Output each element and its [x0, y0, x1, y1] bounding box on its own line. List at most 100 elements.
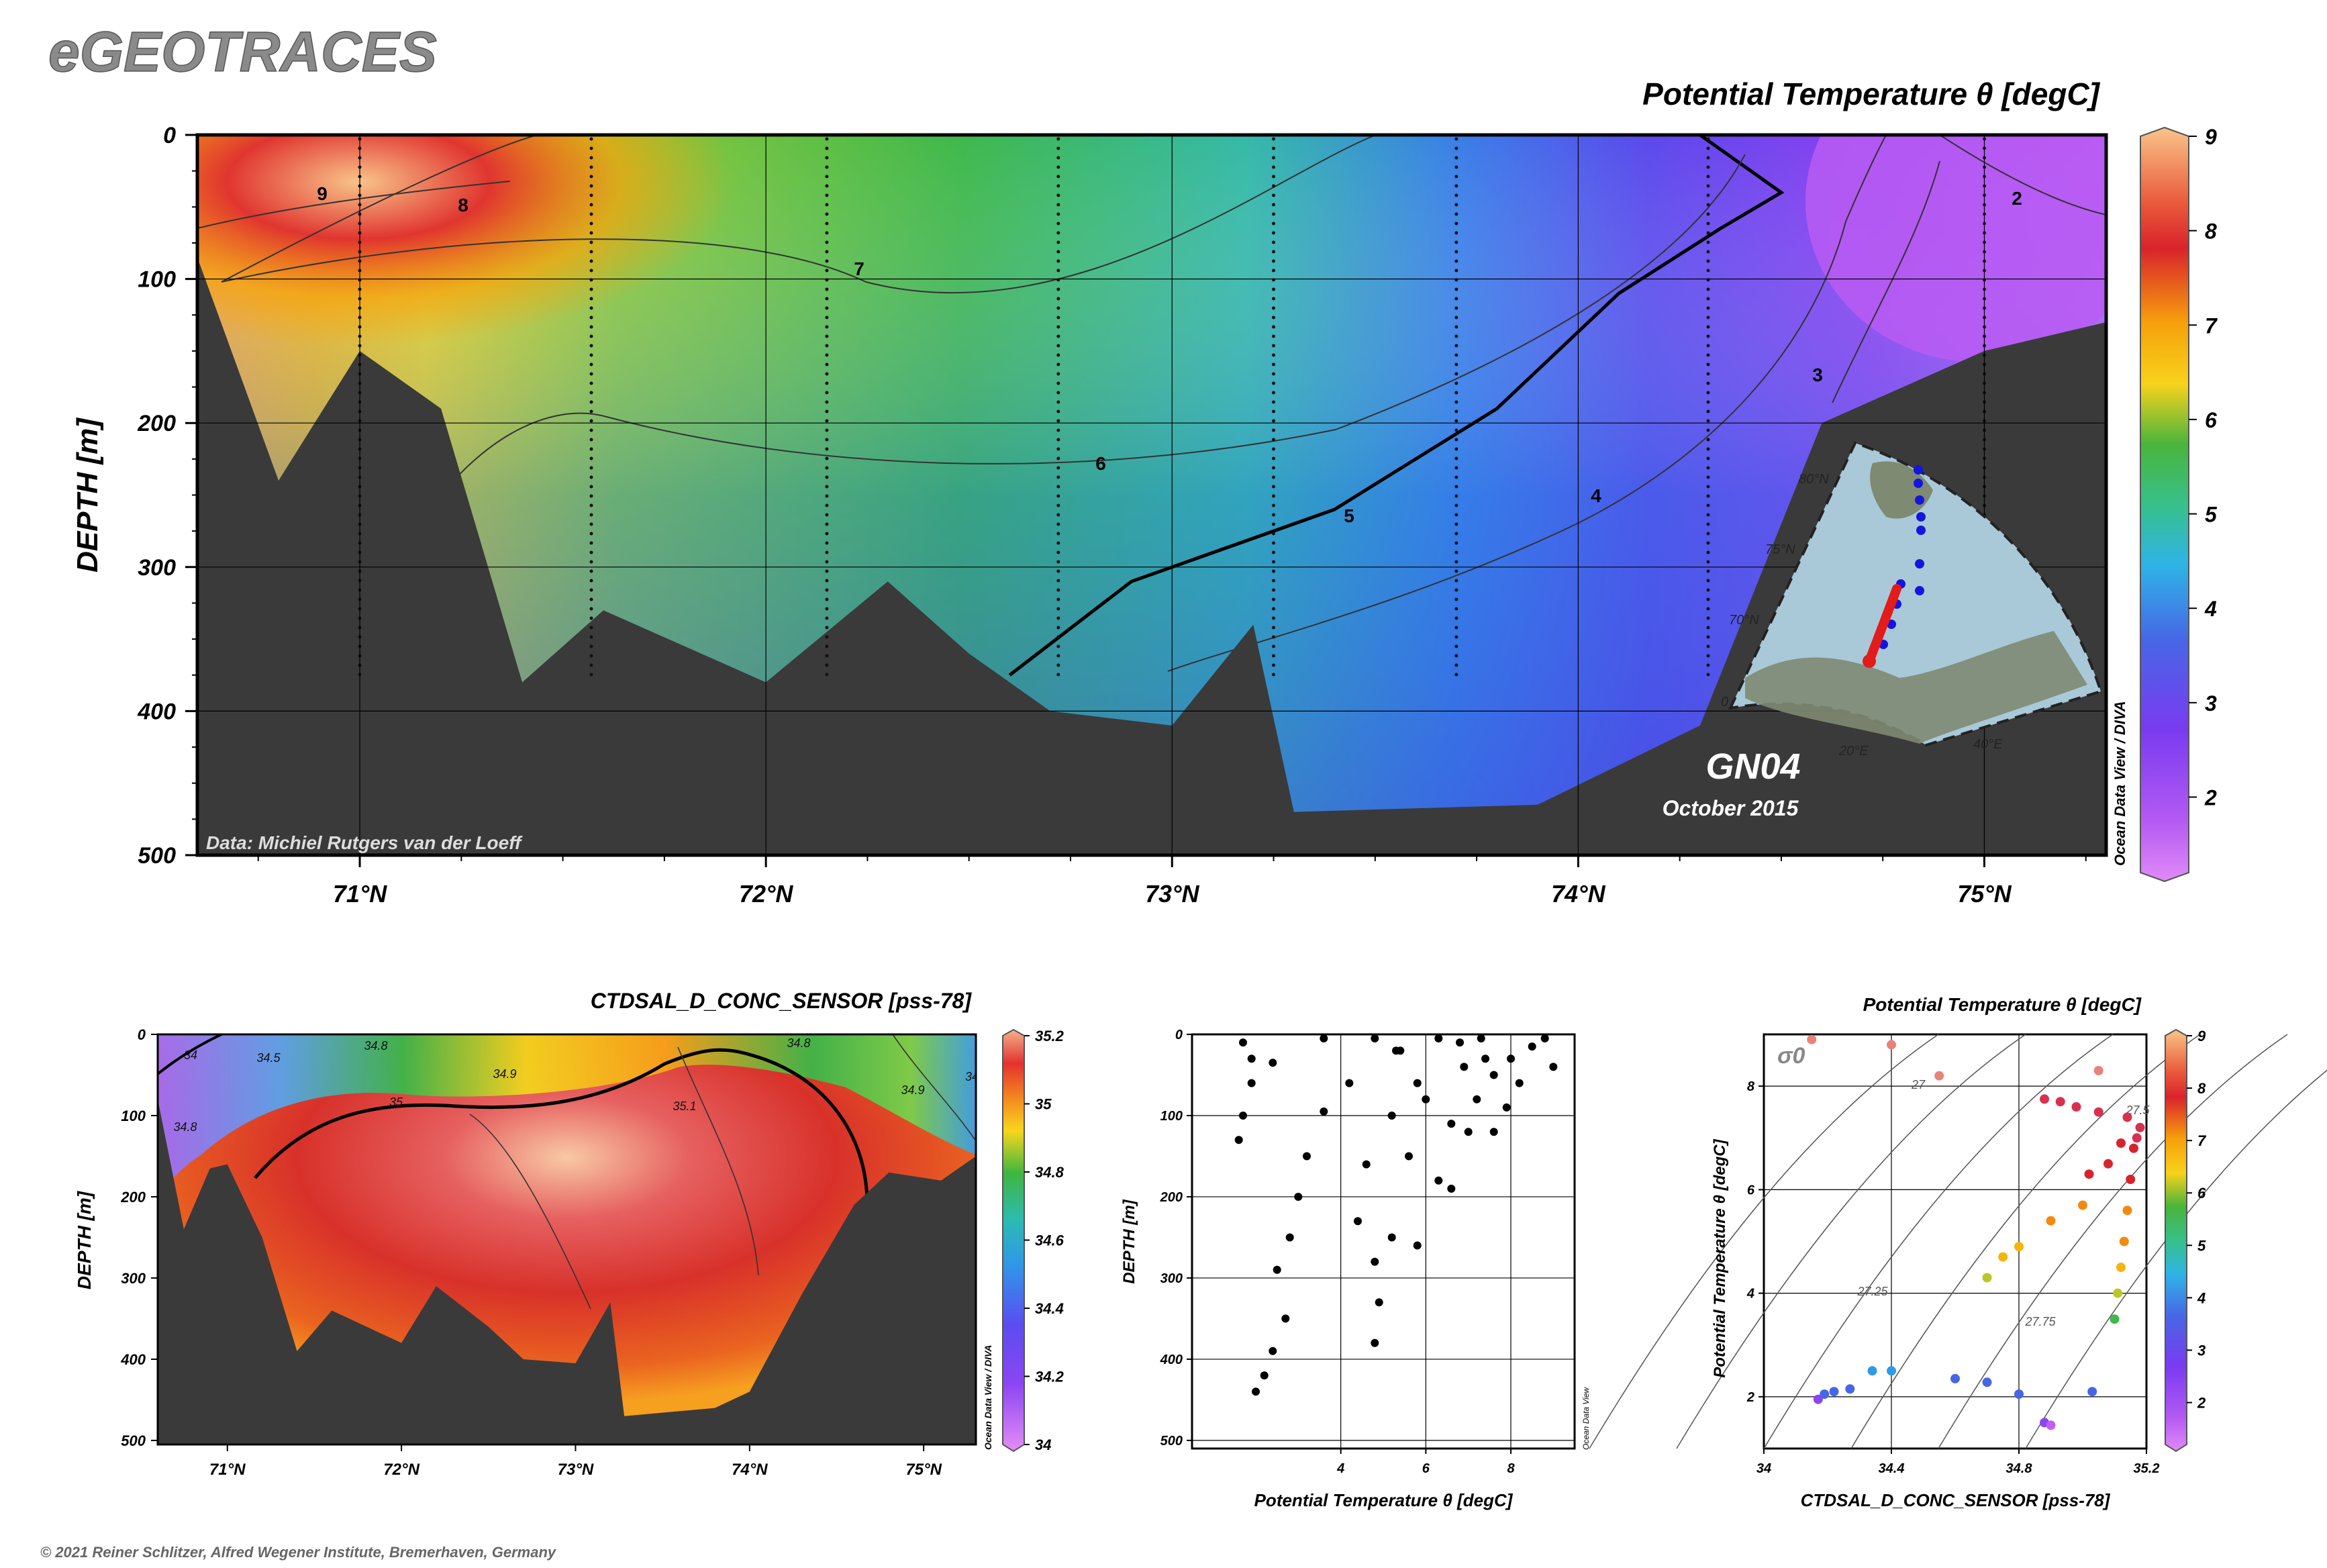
colorbar-tick-label: 34.6: [1035, 1232, 1065, 1249]
station-sample-dot: [589, 597, 593, 601]
ts-point: [2071, 1102, 2081, 1112]
station-sample-dot: [1706, 522, 1710, 526]
main-ylabel: DEPTH [m]: [71, 418, 104, 573]
y-tick-label: 200: [120, 1189, 146, 1206]
station-sample-dot: [1706, 325, 1710, 329]
station-sample-dot: [1272, 569, 1275, 573]
station-sample-dot: [1706, 626, 1710, 630]
station-sample-dot: [1056, 475, 1060, 479]
station-sample-dot: [1056, 569, 1060, 573]
station-sample-dot: [1272, 419, 1275, 423]
station-sample-dot: [1454, 550, 1458, 554]
station-sample-dot: [1706, 663, 1710, 667]
station-sample-dot: [1454, 644, 1458, 648]
ts-point: [2046, 1216, 2056, 1226]
station-sample-dot: [825, 203, 829, 207]
inset-label-20e: 20°E: [1838, 744, 1869, 758]
station-sample-dot: [1056, 503, 1060, 507]
station-sample-dot: [1272, 400, 1275, 404]
station-sample-dot: [1706, 287, 1710, 291]
inset-map-section-start: [1863, 654, 1876, 668]
ts-point: [2014, 1389, 2024, 1399]
station-sample-dot: [1454, 381, 1458, 385]
contour-label: 6: [1095, 453, 1106, 474]
station-sample-dot: [1056, 193, 1060, 197]
x-tick-label: 74°N: [1551, 880, 1605, 908]
station-sample-dot: [1706, 532, 1710, 536]
station-sample-dot: [825, 569, 829, 573]
colorbar-tick-label: 4: [2197, 1289, 2206, 1306]
station-sample-dot: [1056, 391, 1060, 395]
station-sample-dot: [1056, 409, 1060, 413]
station-sample-dot: [1056, 466, 1060, 470]
station-sample-dot: [589, 372, 593, 376]
station-sample-dot: [1056, 456, 1060, 460]
station-sample-dot: [1454, 494, 1458, 498]
station-sample-dot: [1454, 325, 1458, 329]
station-sample-dot: [1272, 344, 1275, 348]
y-tick-label: 300: [138, 555, 176, 581]
station-sample-dot: [825, 165, 829, 169]
station-sample-dot: [1706, 466, 1710, 470]
salinity-colorbar: [1002, 1028, 1025, 1453]
station-sample-dot: [1454, 306, 1458, 310]
station-sample-dot: [1056, 372, 1060, 376]
colorbar-tick-label: 7: [2197, 1132, 2207, 1149]
station-sample-dot: [1454, 372, 1458, 376]
station-sample-dot: [1272, 579, 1275, 583]
station-sample-dot: [825, 597, 829, 601]
contour-label: 4: [1591, 485, 1601, 506]
station-sample-dot: [1454, 212, 1458, 216]
salinity-seafloor: [158, 1099, 976, 1444]
y-tick-label: 2: [1746, 1390, 1754, 1405]
station-sample-dot: [1272, 616, 1275, 620]
profile-point: [1303, 1152, 1311, 1161]
station-sample-dot: [1272, 503, 1275, 507]
station-sample-dot: [589, 503, 593, 507]
station-sample-dot: [1454, 541, 1458, 545]
station-sample-dot: [1272, 240, 1275, 244]
colorbar-tick-label: 35.2: [1035, 1028, 1065, 1044]
station-sample-dot: [1454, 475, 1458, 479]
inset-label-70n: 70°N: [1729, 613, 1759, 628]
inset-label-40e: 40°E: [1973, 737, 2003, 752]
station-sample-dot: [1272, 381, 1275, 385]
station-sample-dot: [589, 663, 593, 667]
ts-point: [2135, 1122, 2145, 1132]
station-sample-dot: [1454, 391, 1458, 395]
x-tick-label: 71°N: [333, 880, 387, 908]
station-sample-dot: [1706, 494, 1710, 498]
ts-point: [1813, 1394, 1823, 1404]
station-sample-dot: [825, 419, 829, 423]
colorbar-tick-label: 2: [2197, 1395, 2206, 1412]
profile-x-ticks: 4 6 8: [1336, 1449, 1515, 1476]
station-sample-dot: [1454, 362, 1458, 366]
ts-point: [2122, 1206, 2132, 1216]
station-sample-dot: [1056, 156, 1060, 160]
profile-point: [1269, 1059, 1277, 1067]
y-tick-label: 300: [1160, 1271, 1183, 1286]
station-sample-dot: [1272, 287, 1275, 291]
station-sample-dot: [589, 428, 593, 432]
station-sample-dot: [1706, 654, 1710, 658]
station-sample-dot: [1706, 306, 1710, 310]
station-sample-dot: [1706, 146, 1710, 150]
station-sample-dot: [825, 654, 829, 658]
profile-point: [1481, 1055, 1489, 1063]
station-sample-dot: [1272, 146, 1275, 150]
station-sample-dot: [1056, 353, 1060, 357]
station-sample-dot: [1272, 550, 1275, 554]
salinity-contour-label: 34.8: [173, 1120, 197, 1134]
station-sample-dot: [825, 137, 829, 141]
station-sample-dot: [1272, 325, 1275, 329]
station-sample-dot: [825, 231, 829, 235]
station-sample-dot: [1272, 428, 1275, 432]
station-sample-dot: [1454, 560, 1458, 564]
station-sample-dot: [1056, 616, 1060, 620]
salinity-contour-label: 34: [965, 1070, 979, 1083]
station-sample-dot: [1454, 503, 1458, 507]
profile-point: [1456, 1038, 1464, 1047]
x-tick-label: 73°N: [1145, 880, 1199, 908]
station-sample-dot: [589, 447, 593, 451]
station-sample-dot: [589, 466, 593, 470]
